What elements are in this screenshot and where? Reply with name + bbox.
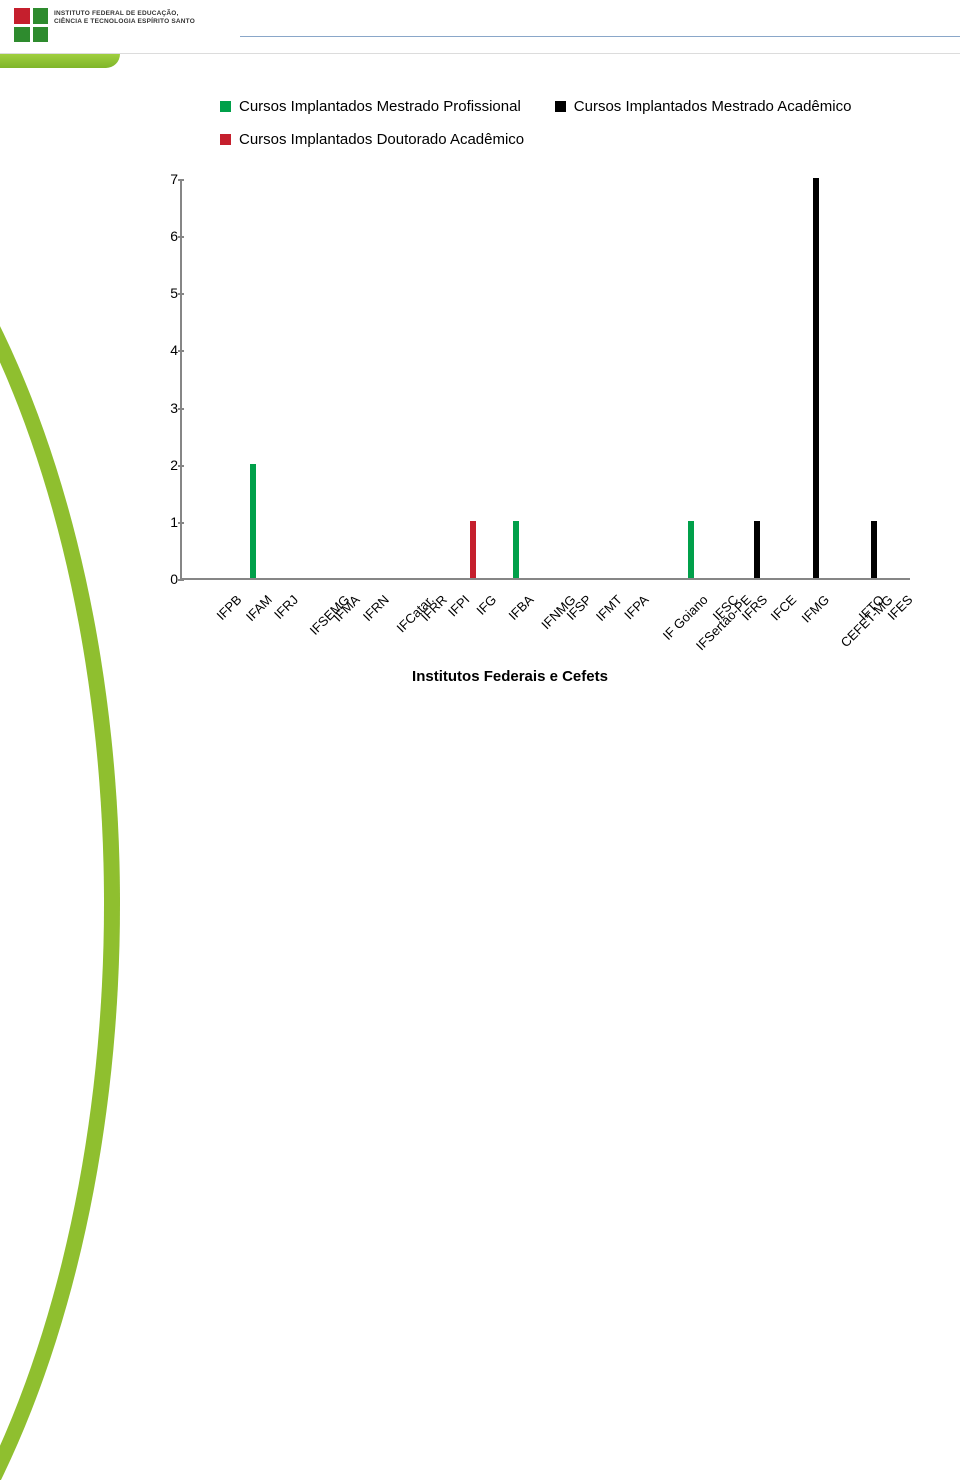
x-tick-labels: IFPBIFAMIFRJIFSEMGIFMAIFRNIFCatar.IFRRIF…	[180, 588, 910, 658]
bar	[871, 521, 877, 578]
legend-label: Cursos Implantados Mestrado Acadêmico	[574, 90, 852, 123]
y-tick: 4	[154, 342, 178, 358]
plot-area: 01234567	[180, 180, 910, 580]
bars-layer	[182, 180, 910, 578]
x-tick-label: IFRN	[359, 592, 391, 624]
legend: Cursos Implantados Mestrado Profissional…	[220, 90, 877, 156]
bar	[470, 521, 476, 578]
y-tick: 1	[154, 514, 178, 530]
y-tick: 0	[154, 571, 178, 587]
y-tick: 6	[154, 228, 178, 244]
y-tick: 7	[154, 171, 178, 187]
x-axis-label: Institutos Federais e Cefets	[90, 668, 930, 685]
header-green-bar	[0, 54, 120, 68]
x-tick-label: IFCE	[768, 592, 800, 624]
legend-label: Cursos Implantados Mestrado Profissional	[239, 90, 521, 123]
bar	[813, 178, 819, 578]
bar	[250, 464, 256, 578]
bar	[688, 521, 694, 578]
x-tick-label: IFMG	[798, 592, 832, 626]
x-tick-label: IFMT	[593, 592, 625, 624]
x-tick-label: IFG	[474, 592, 500, 618]
y-tick: 3	[154, 400, 178, 416]
x-tick-label: IFAM	[243, 592, 275, 624]
y-tick: 2	[154, 457, 178, 473]
x-tick-label: IFPB	[213, 592, 244, 623]
chart: Cursos Implantados Mestrado Profissional…	[90, 90, 930, 690]
y-tick: 5	[154, 285, 178, 301]
x-tick-label: IFPA	[622, 592, 652, 622]
bar	[754, 521, 760, 578]
header: INSTITUTO FEDERAL DE EDUCAÇÃO, CIÊNCIA E…	[0, 0, 960, 54]
logo-text: INSTITUTO FEDERAL DE EDUCAÇÃO, CIÊNCIA E…	[54, 10, 204, 26]
legend-swatch	[220, 101, 231, 112]
x-tick-label: IFBA	[505, 592, 536, 623]
bar	[513, 521, 519, 578]
legend-swatch	[555, 101, 566, 112]
logo-icon	[14, 8, 48, 42]
legend-swatch	[220, 134, 231, 145]
header-rule	[240, 36, 960, 37]
legend-label: Cursos Implantados Doutorado Acadêmico	[239, 123, 524, 156]
x-tick-label: IFRJ	[271, 592, 301, 622]
x-tick-label: IFPI	[445, 592, 472, 619]
